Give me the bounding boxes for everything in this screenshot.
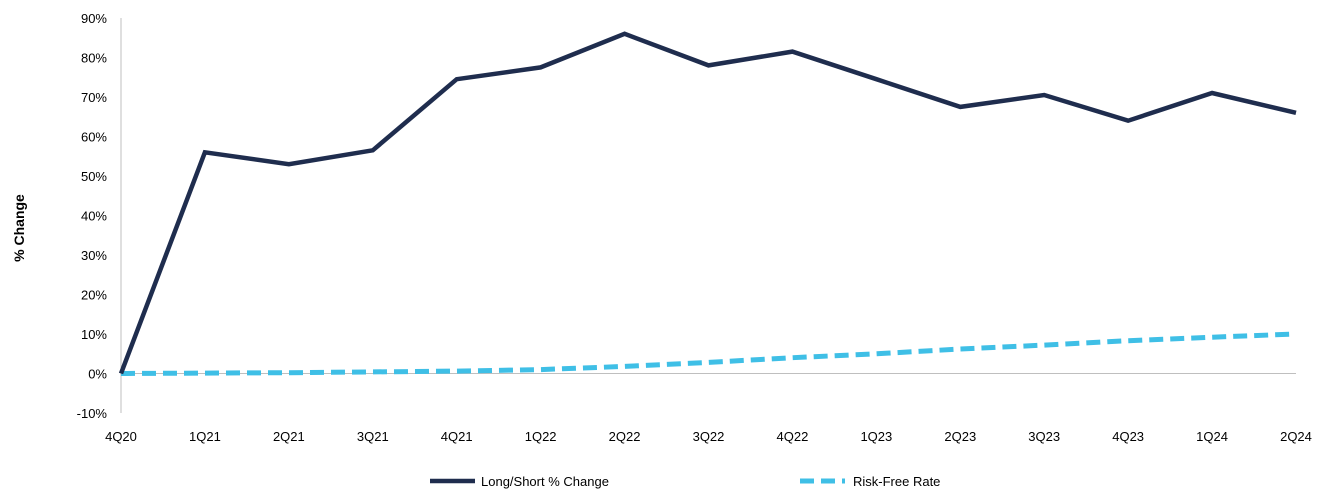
y-tick-label: 70% [81,90,107,105]
y-tick-label: 80% [81,51,107,66]
x-tick-label: 2Q21 [273,429,305,444]
x-tick-label: 3Q22 [693,429,725,444]
y-tick-label: 90% [81,11,107,26]
y-tick-label: 60% [81,130,107,145]
x-tick-label: 2Q22 [609,429,641,444]
x-tick-label: 4Q21 [441,429,473,444]
y-tick-labels: -10% 0% 10% 20% 30% 40% 50% 60% 70% 80% 90% [77,11,108,421]
x-tick-label: 4Q20 [105,429,137,444]
y-axis-title: % Change [11,194,27,262]
x-tick-label: 4Q23 [1112,429,1144,444]
series-lines [118,31,1297,376]
y-tick-label: -10% [77,406,108,421]
x-tick-label: 3Q21 [357,429,389,444]
y-tick-label: 30% [81,248,107,263]
legend: Long/Short % Change Risk-Free Rate [430,474,940,489]
series-line-long-short-change [118,31,1297,375]
x-tick-label: 4Q22 [777,429,809,444]
x-tick-label: 2Q23 [944,429,976,444]
x-tick-label: 3Q23 [1028,429,1060,444]
x-tick-label: 2Q24 [1280,429,1312,444]
y-tick-label: 40% [81,209,107,224]
axes [120,18,1296,413]
x-tick-label: 1Q22 [525,429,557,444]
legend-label: Risk-Free Rate [853,474,940,489]
x-tick-label: 1Q24 [1196,429,1228,444]
legend-label: Long/Short % Change [481,474,609,489]
x-tick-label: 1Q23 [860,429,892,444]
y-tick-label: 0% [88,367,107,382]
y-tick-label: 50% [81,169,107,184]
y-tick-label: 20% [81,288,107,303]
series-line-risk-free-rate [120,331,1297,376]
x-tick-label: 1Q21 [189,429,221,444]
x-tick-labels: 4Q20 1Q21 2Q21 3Q21 4Q21 1Q22 2Q22 3Q22 4Q22 1Q23… [105,429,1312,444]
y-tick-label: 10% [81,327,107,342]
